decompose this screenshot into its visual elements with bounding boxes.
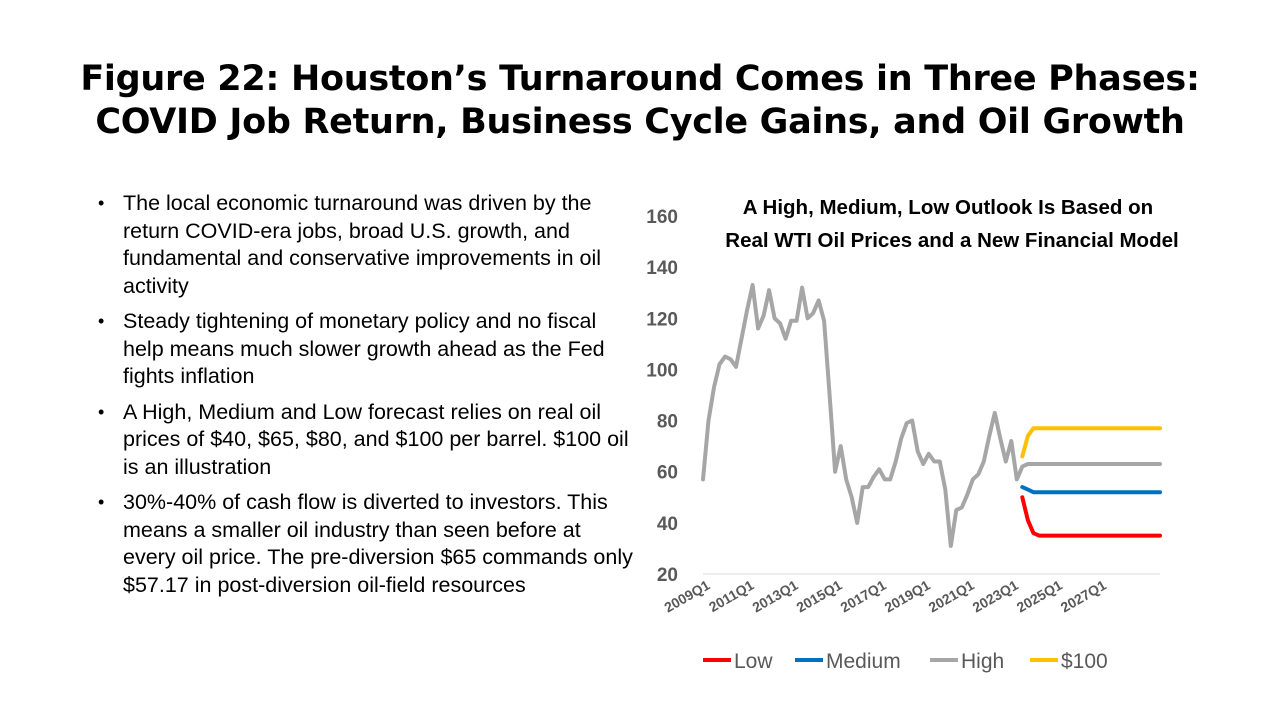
bullet-text: The local economic turnaround was driven… [123, 191, 602, 298]
bullet-dot-icon: • [98, 193, 105, 213]
chart-title-line-2: Real WTI Oil Prices and a New Financial … [725, 229, 1178, 252]
legend-item-medium: Medium [795, 650, 901, 673]
bullet-dot-icon: • [98, 492, 105, 512]
legend-item-low: Low [703, 650, 773, 673]
x-tick-label: 2013Q1 [749, 577, 800, 616]
chart-title: A High, Medium, Low Outlook Is Based on … [725, 196, 1178, 252]
slide-title-line-1: Figure 22: Houston’s Turnaround Comes in… [80, 59, 1200, 99]
x-tick-label: 2015Q1 [793, 577, 844, 616]
x-tick-label: 2023Q1 [970, 577, 1021, 616]
bullet-item: • 30%-40% of cash flow is diverted to inv… [96, 489, 636, 599]
bullet-text: A High, Medium and Low forecast relies o… [123, 399, 629, 479]
legend-label: High [961, 650, 1004, 673]
bullet-item: • A High, Medium and Low forecast relies … [96, 399, 636, 482]
x-axis: 2009Q12011Q12013Q12015Q12017Q12019Q12021… [661, 577, 1109, 616]
y-tick-label: 120 [646, 309, 678, 330]
slide-title: Figure 22: Houston’s Turnaround Comes in… [0, 58, 1280, 144]
y-tick-label: 40 [657, 514, 678, 535]
legend-item-high: High [930, 650, 1004, 673]
chart-title-line-1: A High, Medium, Low Outlook Is Based on [743, 196, 1153, 219]
series-line-high [701, 283, 1162, 548]
y-tick-label: 160 [646, 207, 678, 228]
legend-label: Low [734, 650, 773, 673]
y-tick-label: 80 [657, 412, 678, 433]
bullet-item: • Steady tightening of monetary policy an… [96, 308, 636, 391]
y-tick-label: 100 [646, 360, 678, 381]
y-axis: 20 40 60 80 100 120 140 160 [646, 207, 678, 586]
legend-item-100: $100 [1030, 650, 1108, 673]
legend-label: $100 [1061, 650, 1108, 673]
series-line-100 [1020, 426, 1162, 459]
y-tick-label: 60 [657, 463, 678, 484]
y-tick-label: 140 [646, 258, 678, 279]
bullet-item: • The local economic turnaround was drive… [96, 190, 636, 300]
x-tick-label: 2025Q1 [1014, 577, 1065, 616]
bullet-text: 30%-40% of cash flow is diverted to inve… [123, 490, 633, 597]
x-tick-label: 2019Q1 [882, 577, 933, 616]
bullet-list: • The local economic turnaround was drive… [96, 190, 636, 607]
bullet-text: Steady tightening of monetary policy and… [123, 309, 605, 388]
series-line-low [1020, 495, 1162, 538]
x-tick-label: 2027Q1 [1058, 577, 1109, 616]
slide-title-line-2: COVID Job Return, Business Cycle Gains, … [95, 102, 1185, 142]
x-tick-label: 2011Q1 [706, 577, 757, 615]
legend: Low Medium High $100 [703, 650, 1108, 673]
x-tick-label: 2021Q1 [926, 577, 977, 616]
series-line-medium [1020, 485, 1162, 495]
y-tick-label: 20 [657, 565, 678, 586]
x-tick-label: 2017Q1 [838, 577, 889, 616]
legend-label: Medium [826, 650, 901, 673]
bullet-dot-icon: • [98, 311, 105, 331]
series-lines [701, 283, 1162, 548]
bullet-dot-icon: • [98, 401, 105, 422]
